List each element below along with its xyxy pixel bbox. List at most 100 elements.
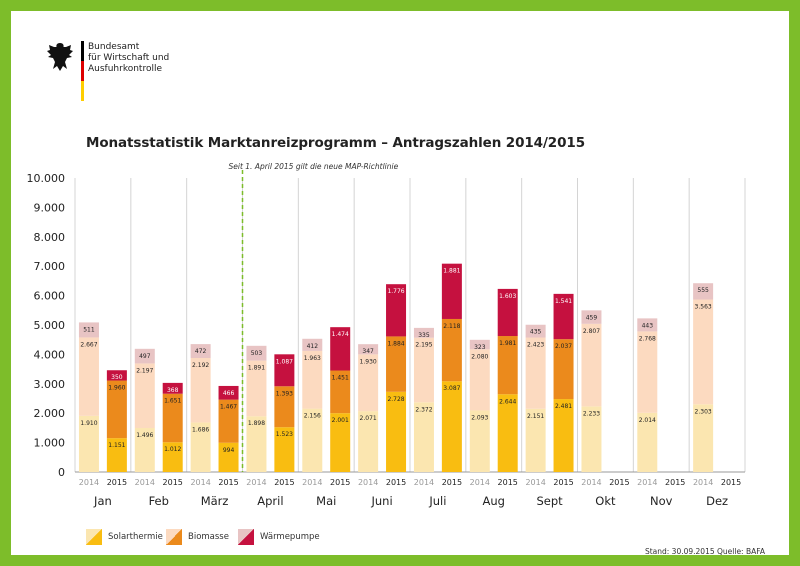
year-label: 2015 xyxy=(163,478,183,487)
y-tick-label: 5.000 xyxy=(34,319,66,332)
bar-value-label: 1.884 xyxy=(387,340,404,347)
bar-value-label: 1.603 xyxy=(499,293,516,300)
bar-value-label: 459 xyxy=(586,314,598,321)
bar-value-label: 1.087 xyxy=(276,358,293,365)
bar-waermepumpe-2015 xyxy=(386,284,407,337)
bar-value-label: 435 xyxy=(530,329,542,336)
flag-gold-stripe xyxy=(81,81,84,101)
year-label: 2014 xyxy=(246,478,266,487)
month-label: Juli xyxy=(428,494,446,508)
logo-line: Ausfuhrkontrolle xyxy=(88,64,163,74)
month-label: März xyxy=(201,494,229,508)
year-label: 2015 xyxy=(386,478,406,487)
bar-biomasse-2014 xyxy=(637,331,658,413)
y-tick-label: 1.000 xyxy=(34,437,66,450)
bar-value-label: 555 xyxy=(697,287,709,294)
bar-value-label: 2.423 xyxy=(527,342,544,349)
bar-value-label: 1.910 xyxy=(80,420,97,427)
bar-value-label: 3.087 xyxy=(443,385,460,392)
year-label: 2014 xyxy=(302,478,322,487)
bar-waermepumpe-2014 xyxy=(413,327,434,338)
year-label: 2014 xyxy=(693,478,713,487)
year-label: 2014 xyxy=(581,478,601,487)
y-tick-label: 9.000 xyxy=(34,201,66,214)
year-label: 2014 xyxy=(637,478,657,487)
year-label: 2014 xyxy=(79,478,99,487)
bar-value-label: 2.151 xyxy=(527,413,544,420)
bar-solarthermie-2014 xyxy=(525,408,546,472)
y-tick-label: 3.000 xyxy=(34,378,66,391)
bar-value-label: 1.686 xyxy=(192,426,209,433)
bar-value-label: 1.981 xyxy=(499,340,516,347)
bar-biomasse-2014 xyxy=(302,350,323,409)
legend-label: Biomasse xyxy=(188,532,229,542)
bar-waermepumpe-2015 xyxy=(218,385,239,400)
y-tick-label: 2.000 xyxy=(34,407,66,420)
legend-swatch-biomasse xyxy=(166,529,182,545)
bar-biomasse-2014 xyxy=(134,363,155,429)
bar-value-label: 2.156 xyxy=(304,413,321,420)
bar-solarthermie-2015 xyxy=(330,413,351,472)
bar-biomasse-2014 xyxy=(358,354,379,412)
year-label: 2014 xyxy=(525,478,545,487)
year-label: 2015 xyxy=(665,478,685,487)
bar-waermepumpe-2014 xyxy=(469,339,490,350)
bar-solarthermie-2015 xyxy=(162,442,183,472)
bar-value-label: 1.776 xyxy=(387,288,404,295)
bar-value-label: 2.118 xyxy=(443,323,460,330)
bar-solarthermie-2015 xyxy=(386,391,407,472)
month-label: Dez xyxy=(706,494,728,508)
bar-waermepumpe-2014 xyxy=(581,310,602,324)
bar-biomasse-2015 xyxy=(218,399,239,443)
bar-value-label: 443 xyxy=(642,322,654,329)
bar-biomasse-2014 xyxy=(78,337,99,416)
bar-value-label: 1.930 xyxy=(360,358,377,365)
bar-biomasse-2015 xyxy=(441,318,462,382)
bar-solarthermie-2014 xyxy=(246,416,267,472)
bar-value-label: 1.151 xyxy=(108,442,125,449)
bar-value-label: 1.496 xyxy=(136,432,153,439)
bar-value-label: 2.807 xyxy=(583,328,600,335)
year-label: 2015 xyxy=(218,478,238,487)
bar-value-label: 2.303 xyxy=(695,408,712,415)
bar-solarthermie-2014 xyxy=(581,406,602,472)
y-tick-label: 10.000 xyxy=(27,172,66,185)
bar-biomasse-2014 xyxy=(581,323,602,407)
bar-waermepumpe-2014 xyxy=(190,344,211,358)
year-label: 2015 xyxy=(330,478,350,487)
month-label: April xyxy=(257,494,283,508)
bar-value-label: 350 xyxy=(111,374,123,381)
bar-value-label: 2.195 xyxy=(415,342,432,349)
bar-value-label: 1.541 xyxy=(555,298,572,305)
bar-value-label: 1.012 xyxy=(164,446,181,453)
bar-waermepumpe-2015 xyxy=(274,354,295,387)
flag-red-stripe xyxy=(81,61,84,81)
bar-value-label: 2.667 xyxy=(80,341,97,348)
bar-value-label: 3.563 xyxy=(695,304,712,311)
bar-value-label: 2.001 xyxy=(332,417,349,424)
annotation-text: Seit 1. April 2015 gilt die neue MAP-Ric… xyxy=(229,162,399,171)
bar-value-label: 2.071 xyxy=(360,415,377,422)
year-label: 2014 xyxy=(414,478,434,487)
bar-value-label: 323 xyxy=(474,344,486,351)
year-label: 2014 xyxy=(190,478,210,487)
legend-swatch-solarthermie xyxy=(86,529,102,545)
month-label: Jan xyxy=(93,494,112,508)
bar-value-label: 1.963 xyxy=(304,355,321,362)
logo-line: Bundesamt xyxy=(88,42,140,52)
bar-biomasse-2015 xyxy=(330,370,351,414)
bar-value-label: 466 xyxy=(223,390,235,397)
bar-biomasse-2015 xyxy=(274,386,295,428)
bar-waermepumpe-2015 xyxy=(330,327,351,371)
year-label: 2015 xyxy=(609,478,629,487)
year-label: 2015 xyxy=(442,478,462,487)
flag-black-stripe xyxy=(81,41,84,61)
federal-eagle-icon xyxy=(47,43,73,71)
bar-solarthermie-2014 xyxy=(78,415,99,472)
bar-waermepumpe-2014 xyxy=(134,348,155,364)
bar-biomasse-2014 xyxy=(693,299,714,405)
bar-value-label: 2.014 xyxy=(639,417,656,424)
bar-waermepumpe-2014 xyxy=(358,344,379,355)
bar-value-label: 1.393 xyxy=(276,390,293,397)
y-tick-label: 4.000 xyxy=(34,348,66,361)
